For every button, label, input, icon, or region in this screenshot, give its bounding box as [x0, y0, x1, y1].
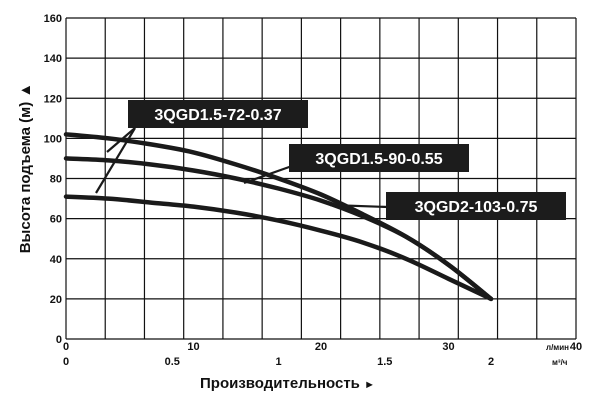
x-unit-lpm: л/мин	[546, 343, 569, 352]
label-leaders	[95, 127, 389, 209]
x-tick-label-lpm: 10	[187, 341, 199, 353]
y-tick-label: 100	[44, 133, 62, 145]
x-unit-m3h: м³/ч	[552, 358, 568, 367]
x-tick-label-m3h: 0.5	[165, 356, 180, 368]
x-tick-labels: 0 10 20 30 40л/мин 0 0.5 1 1.5 2 м³/ч	[63, 341, 582, 368]
series-label-2: 3QGD1.5-90-0.55	[315, 151, 442, 168]
series-label-1: 3QGD1.5-72-0.37	[154, 107, 281, 124]
y-axis-title: Высота подъема (м) ▲	[17, 83, 34, 254]
x-tick-label-m3h: 1	[275, 356, 281, 368]
x-tick-label-m3h: 1.5	[377, 356, 392, 368]
x-tick-label-m3h: 2	[488, 356, 494, 368]
x-axis-title: Производительность ►	[200, 375, 375, 392]
series-curve-1	[63, 194, 494, 302]
y-tick-label: 160	[44, 13, 62, 25]
pump-curves	[63, 132, 494, 302]
x-tick-label-lpm: 20	[315, 341, 327, 353]
series-labels: 3QGD1.5-72-0.37 3QGD1.5-90-0.55 3QGD2-103-…	[128, 100, 566, 220]
label-leader-line	[329, 203, 389, 209]
y-tick-label: 140	[44, 53, 62, 65]
label-leader-line	[106, 127, 136, 153]
y-tick-label: 40	[50, 254, 62, 266]
y-tick-label: 60	[50, 214, 62, 226]
series-curve-3	[63, 132, 494, 302]
y-tick-label: 80	[50, 174, 62, 186]
x-tick-label-lpm: 0	[63, 341, 69, 353]
series-label-box	[128, 100, 308, 128]
grid	[65, 17, 577, 340]
x-axis-arrow-icon: ►	[364, 379, 375, 391]
x-tick-label-m3h: 0	[63, 356, 69, 368]
series-label-box	[386, 192, 566, 220]
y-tick-label: 120	[44, 93, 62, 105]
label-leader-line	[95, 127, 136, 194]
series-label-box	[289, 144, 469, 172]
label-leader-line	[243, 164, 293, 185]
y-tick-labels: 0 20 40 60 80 100 120 140 160	[44, 13, 62, 346]
x-tick-label-lpm: 40	[570, 341, 582, 353]
y-tick-label: 0	[56, 334, 62, 346]
x-tick-label-lpm: 30	[442, 341, 454, 353]
y-tick-label: 20	[50, 294, 62, 306]
y-axis-arrow-icon: ▲	[17, 83, 34, 98]
series-label-3: 3QGD2-103-0.75	[415, 199, 538, 216]
